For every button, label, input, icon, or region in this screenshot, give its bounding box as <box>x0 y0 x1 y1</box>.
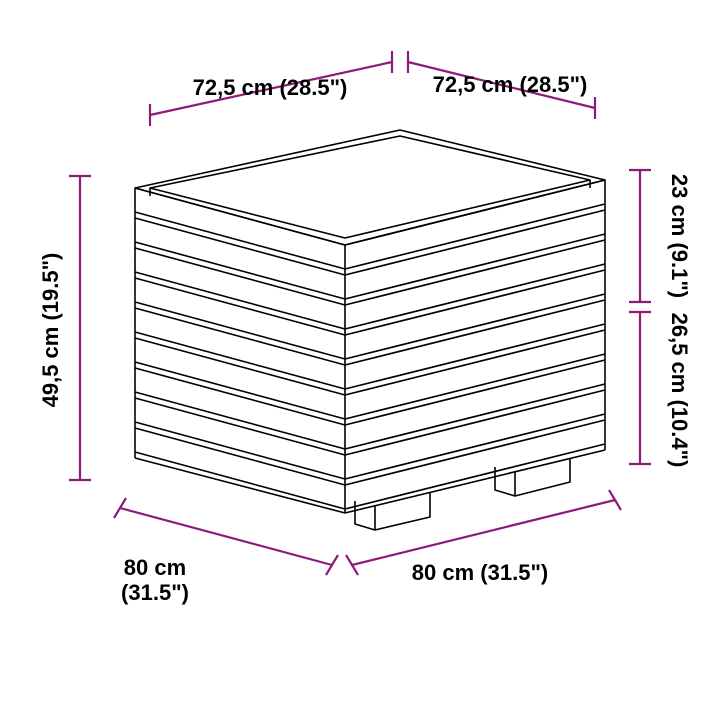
dim-top-left: 72,5 cm (28.5") <box>193 75 348 100</box>
dim-bottom-right: 80 cm (31.5") <box>412 560 548 585</box>
dim-right-lower: 26,5 cm (10.4") <box>667 313 692 468</box>
dim-top-right-cm: 72,5 cm <box>433 72 514 97</box>
dim-right-upper: 23 cm (9.1") <box>667 174 692 298</box>
dim-top-left-in: (28.5") <box>279 75 347 100</box>
dim-bottom-right-cm: 80 cm <box>412 560 474 585</box>
dim-left-total: 49,5 cm (19.5") <box>38 253 63 408</box>
dim-bottom-left-cm: 80 cm <box>124 555 186 580</box>
dim-right-upper-in: (9.1") <box>667 242 692 298</box>
dim-bottom-left-in: (31.5") <box>121 580 189 605</box>
dim-top-left-cm: 72,5 cm <box>193 75 274 100</box>
dim-bottom-right-in: (31.5") <box>480 560 548 585</box>
dim-left-total-in: (19.5") <box>38 253 63 321</box>
dimension-diagram: 72,5 cm (28.5") 72,5 cm (28.5") 49,5 cm … <box>0 0 724 724</box>
planter-drawing <box>135 130 605 530</box>
dim-top-right: 72,5 cm (28.5") <box>433 72 588 97</box>
dim-right-lower-in: (10.4") <box>667 399 692 467</box>
dim-right-lower-cm: 26,5 cm <box>667 313 692 394</box>
dim-right-upper-cm: 23 cm <box>667 174 692 236</box>
dim-top-right-in: (28.5") <box>519 72 587 97</box>
dim-left-total-cm: 49,5 cm <box>38 327 63 408</box>
